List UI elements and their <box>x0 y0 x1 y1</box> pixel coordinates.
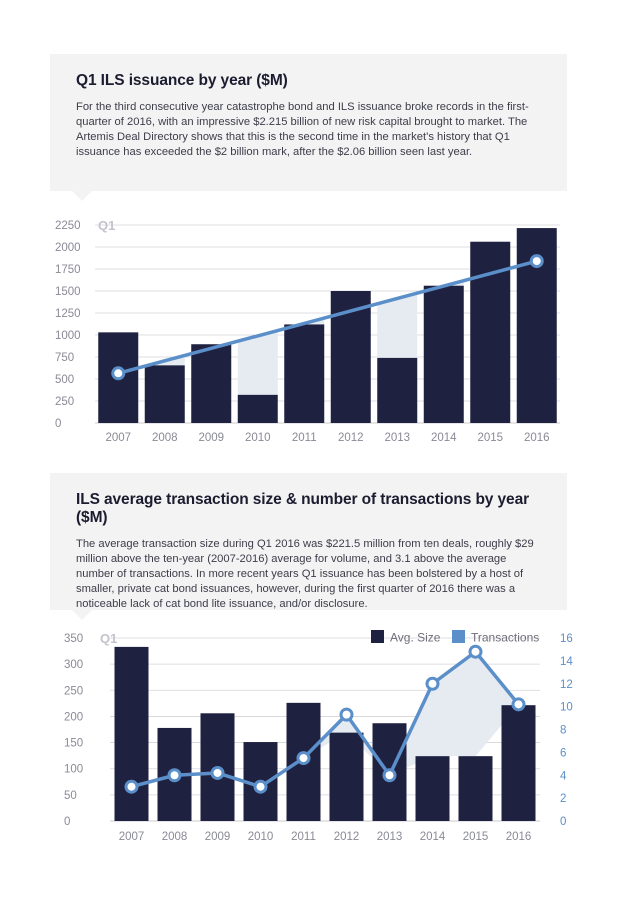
y-tick-label: 500 <box>55 374 74 386</box>
issuance-info-card: Q1 ILS issuance by year ($M) For the thi… <box>50 54 567 201</box>
x-tick-label: 2015 <box>477 432 503 444</box>
y-tick-label: 1500 <box>55 286 81 298</box>
trend-gap-fill <box>237 330 278 395</box>
transaction-info-card: ILS average transaction size & number of… <box>50 473 567 620</box>
y2-tick-label: 4 <box>560 770 567 782</box>
transactions-line <box>131 649 520 789</box>
y-tick-label: 250 <box>64 685 83 697</box>
x-tick-label: 2014 <box>420 831 446 843</box>
y-tick-label: 200 <box>64 711 83 723</box>
x-tick-label: 2011 <box>291 831 316 843</box>
transactions-point <box>210 765 225 780</box>
y2-tick-label: 16 <box>560 633 573 645</box>
x-tick-label: 2010 <box>245 432 271 444</box>
section1-body: For the third consecutive year catastrop… <box>76 101 529 158</box>
y-tick-label: 0 <box>55 418 61 430</box>
y-tick-label: 50 <box>64 790 77 802</box>
y2-tick-label: 10 <box>560 702 573 714</box>
x-tick-label: 2007 <box>119 831 145 843</box>
y2-tick-label: 0 <box>560 816 566 828</box>
x-tick-label: 2009 <box>205 831 231 843</box>
y-tick-label: 0 <box>64 816 70 828</box>
x-tick-label: 2016 <box>524 432 550 444</box>
transactions-point <box>167 768 182 783</box>
x-tick-label: 2013 <box>384 432 410 444</box>
legend-label: Avg. Size <box>390 631 441 645</box>
x-tick-label: 2008 <box>152 432 178 444</box>
y2-tick-label: 8 <box>560 725 566 737</box>
bar <box>284 324 325 423</box>
x-tick-label: 2010 <box>248 831 274 843</box>
x-tick-label: 2013 <box>377 831 403 843</box>
trend-point <box>111 366 126 381</box>
bar <box>415 756 450 821</box>
x-tick-label: 2011 <box>292 432 317 444</box>
y-tick-label: 150 <box>64 738 83 750</box>
legend-swatch-bar <box>371 630 384 643</box>
y-tick-label: 300 <box>64 659 83 671</box>
bar <box>144 365 185 423</box>
y-tick-label: 2000 <box>55 242 81 254</box>
section2-body: The average transaction size during Q1 2… <box>76 538 534 610</box>
quarter-label: Q1 <box>100 631 117 646</box>
x-tick-label: 2015 <box>463 831 489 843</box>
x-tick-label: 2012 <box>338 432 364 444</box>
y2-tick-label: 12 <box>560 679 573 691</box>
transactions-point <box>468 644 483 659</box>
transactions-point <box>511 697 526 712</box>
x-tick-label: 2012 <box>334 831 360 843</box>
x-tick-label: 2009 <box>198 432 224 444</box>
y-tick-label: 2250 <box>55 220 81 232</box>
x-tick-label: 2007 <box>105 432 131 444</box>
trend-point <box>529 254 544 269</box>
y-tick-label: 1750 <box>55 264 81 276</box>
trend-line <box>116 259 539 376</box>
transactions-point <box>339 707 354 722</box>
y-tick-label: 1000 <box>55 330 81 342</box>
x-tick-label: 2016 <box>506 831 532 843</box>
y2-tick-label: 6 <box>560 747 566 759</box>
y2-tick-label: 14 <box>560 656 573 668</box>
trend-gap-fill <box>377 293 418 358</box>
quarter-label: Q1 <box>98 218 115 233</box>
y-tick-label: 100 <box>64 764 83 776</box>
transactions-point <box>425 676 440 691</box>
y2-tick-label: 2 <box>560 793 566 805</box>
area-fill <box>475 651 519 757</box>
bar <box>191 344 232 423</box>
legend-swatch-line <box>452 630 465 643</box>
y-tick-label: 1250 <box>55 308 81 320</box>
bar <box>237 394 278 423</box>
y-tick-label: 750 <box>55 352 74 364</box>
transactions-point <box>253 779 268 794</box>
bar <box>377 357 418 423</box>
x-tick-label: 2008 <box>162 831 188 843</box>
x-tick-label: 2014 <box>431 432 457 444</box>
transactions-point <box>124 779 139 794</box>
bar <box>501 705 536 821</box>
bar <box>329 732 364 821</box>
transactions-point <box>382 768 397 783</box>
section2-title: ILS average transaction size & number of… <box>76 491 530 526</box>
bar <box>423 285 464 423</box>
issuance-chart: 0 250 500 750 1000 1250 1500 1750 2000 2250 Q1 2007… <box>55 218 560 444</box>
section1-title: Q1 ILS issuance by year ($M) <box>76 72 288 89</box>
y-tick-label: 250 <box>55 396 74 408</box>
transactions-point <box>296 751 311 766</box>
transaction-chart: 0 50 100 150 200 250 300 350 0 2 4 6 8 10 12 14 16 Q1 2007… <box>64 630 573 843</box>
bar <box>458 756 493 821</box>
legend-label: Transactions <box>471 631 539 645</box>
y-tick-label: 350 <box>64 633 83 645</box>
bar <box>114 646 149 821</box>
